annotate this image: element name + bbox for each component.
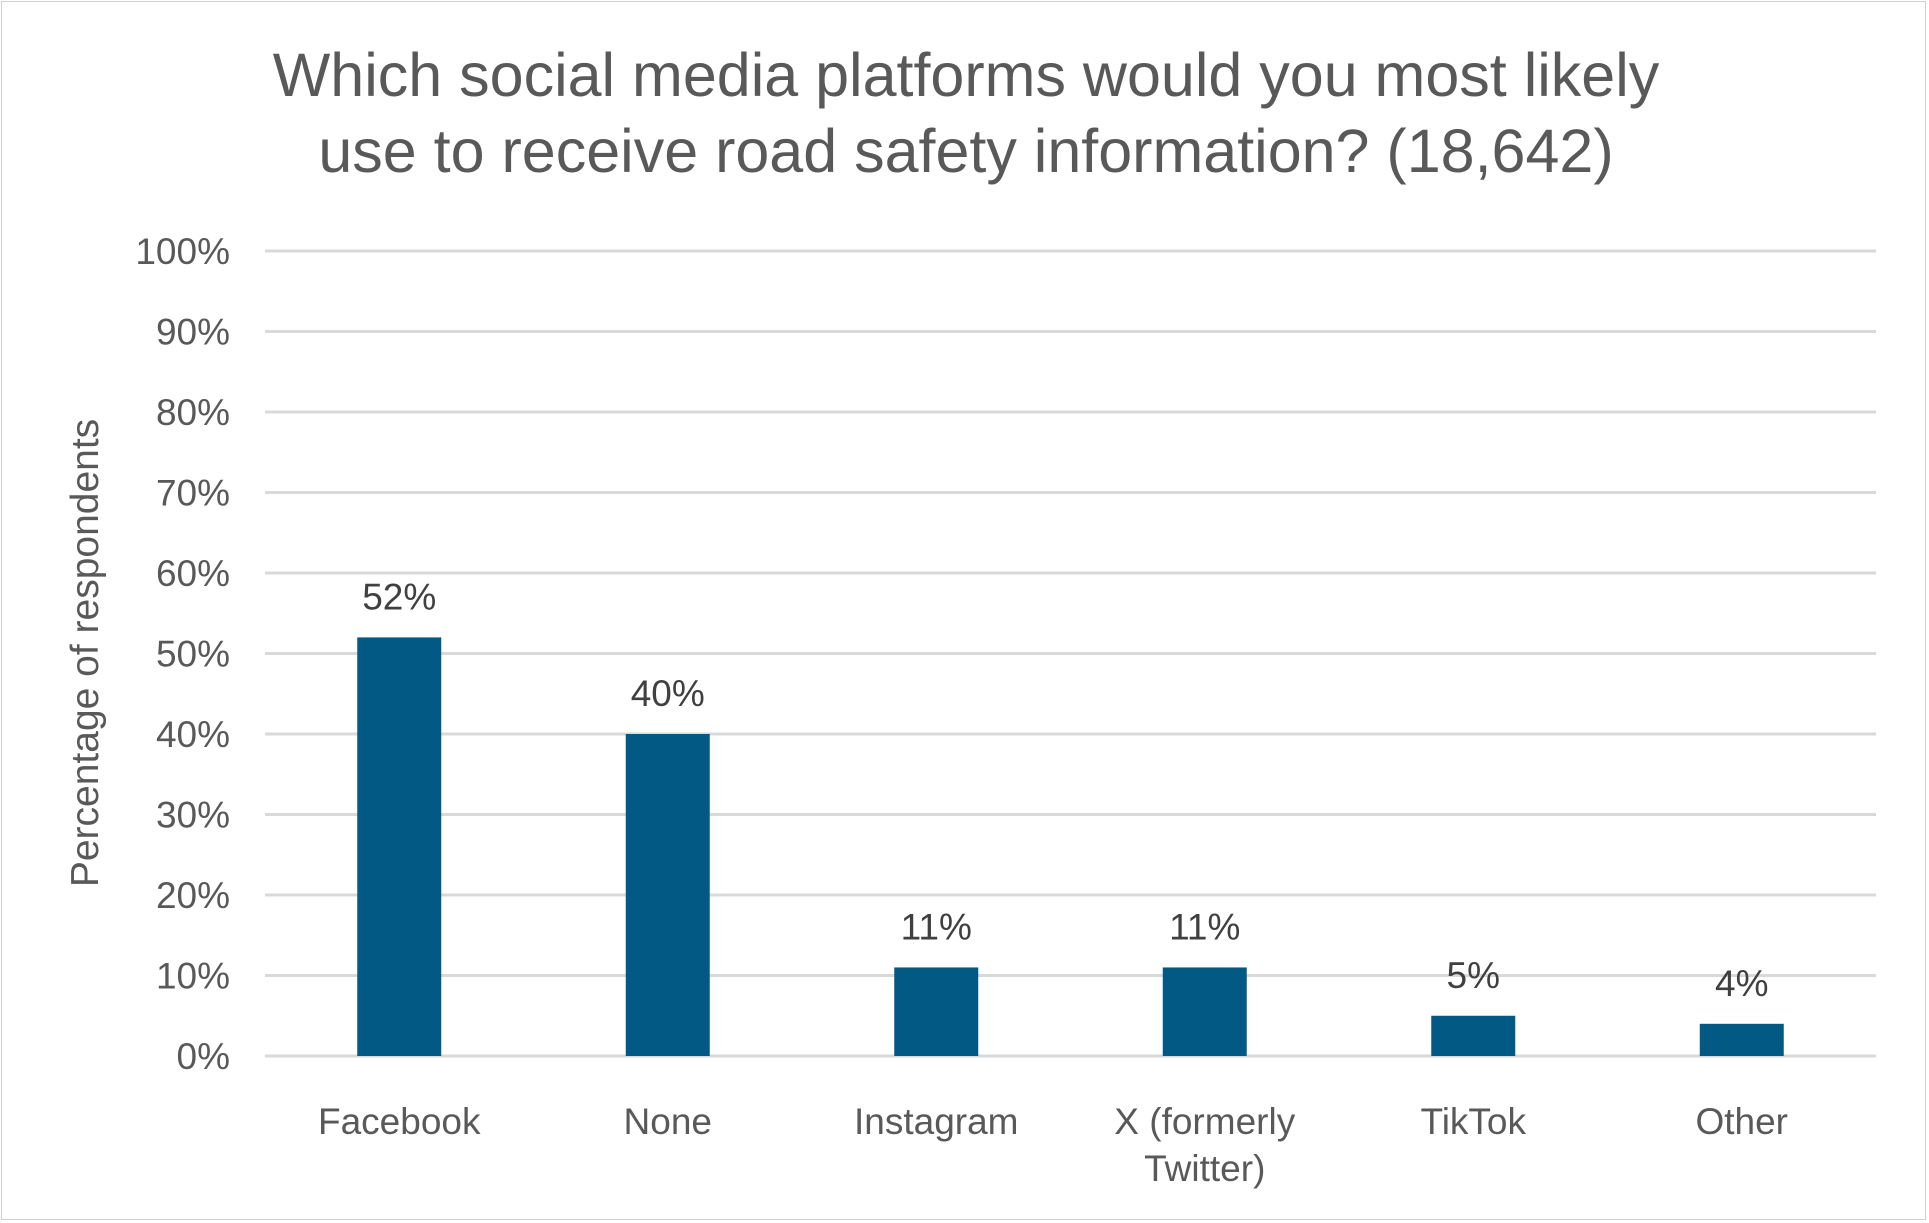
x-tick-label: Other [1695, 1101, 1788, 1142]
x-tick-label: Facebook [318, 1101, 481, 1142]
y-tick-label: 100% [135, 231, 230, 272]
y-tick-label: 50% [156, 634, 230, 675]
bar [1431, 1015, 1516, 1056]
x-tick-label: None [624, 1101, 712, 1142]
chart-title-line: use to receive road safety information? … [318, 117, 1613, 185]
x-tick-label: TikTok [1420, 1101, 1526, 1142]
y-tick-label: 60% [156, 553, 230, 594]
data-label: 11% [1169, 906, 1240, 947]
y-axis-label: Percentage of respondents [64, 419, 107, 887]
bar [894, 967, 979, 1056]
chart-title-line: Which social media platforms would you m… [273, 41, 1660, 109]
bar [357, 637, 442, 1056]
y-tick-label: 90% [156, 312, 230, 353]
bar [1162, 967, 1247, 1056]
x-tick-label: Instagram [854, 1101, 1019, 1142]
y-tick-label: 20% [156, 875, 230, 916]
data-label: 40% [631, 673, 705, 714]
y-tick-label: 10% [156, 956, 230, 997]
data-label: 4% [1715, 963, 1768, 1004]
data-label: 52% [362, 576, 436, 617]
y-tick-label: 80% [156, 392, 230, 433]
y-tick-label: 0% [177, 1036, 230, 1077]
data-label: 5% [1447, 955, 1500, 996]
y-tick-label: 30% [156, 795, 230, 836]
y-tick-label: 40% [156, 714, 230, 755]
y-tick-label: 70% [156, 473, 230, 514]
bar [1699, 1023, 1784, 1056]
data-label: 11% [901, 906, 972, 947]
bar [625, 734, 710, 1056]
x-tick-label: X (formerly [1114, 1101, 1295, 1142]
x-tick-label: Twitter) [1144, 1148, 1265, 1189]
